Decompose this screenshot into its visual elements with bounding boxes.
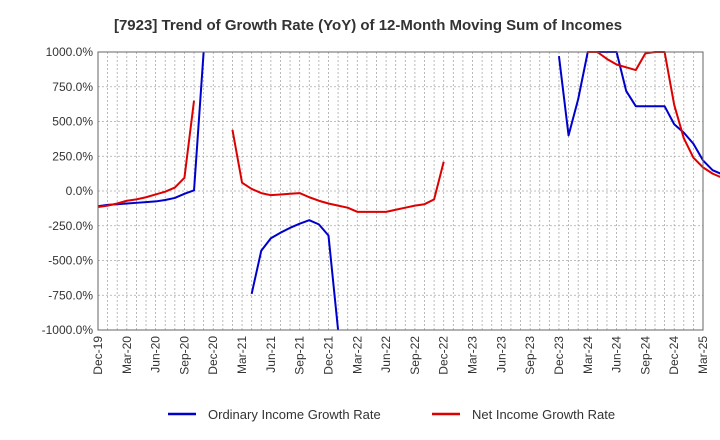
plot-area (98, 52, 703, 330)
x-tick-label: Mar-22 (350, 336, 364, 374)
y-tick-label: 0.0% (66, 184, 94, 198)
legend: Ordinary Income Growth Rate Net Income G… (168, 407, 615, 422)
y-tick-label: -500.0% (48, 254, 93, 268)
y-tick-label: 750.0% (52, 80, 93, 94)
x-tick-label: Mar-25 (696, 336, 710, 374)
legend-label-ordinary-income: Ordinary Income Growth Rate (208, 407, 381, 422)
x-tick-label: Jun-21 (264, 336, 278, 373)
x-tick-label: Sep-20 (177, 336, 191, 375)
chart-title: [7923] Trend of Growth Rate (YoY) of 12-… (114, 17, 622, 34)
y-tick-label: -1000.0% (42, 323, 94, 337)
plot-frame (97, 51, 704, 331)
y-tick-label: 250.0% (52, 149, 93, 163)
x-tick-label: Dec-23 (552, 336, 566, 375)
x-tick-label: Jun-23 (494, 336, 508, 373)
x-tick-label: Sep-22 (408, 336, 422, 375)
x-tick-label: Mar-24 (581, 336, 595, 374)
y-tick-label: 1000.0% (46, 45, 94, 59)
x-tick-label: Sep-21 (293, 336, 307, 375)
y-tick-label: -750.0% (48, 288, 93, 302)
x-tick-label: Jun-22 (379, 336, 393, 373)
x-tick-label: Mar-20 (120, 336, 134, 374)
x-tick-label: Mar-21 (235, 336, 249, 374)
x-tick-label: Dec-24 (667, 336, 681, 375)
x-tick-label: Dec-19 (91, 336, 105, 375)
y-tick-label: -250.0% (48, 219, 93, 233)
x-tick-label: Dec-20 (206, 336, 220, 375)
x-tick-label: Jun-20 (149, 336, 163, 373)
x-tick-label: Dec-21 (321, 336, 335, 375)
legend-label-net-income: Net Income Growth Rate (472, 407, 615, 422)
x-tick-label: Sep-24 (638, 336, 652, 375)
y-axis-labels: 1000.0% 750.0% 500.0% 250.0% 0.0% -250.0% -500… (42, 45, 94, 337)
x-tick-label: Dec-22 (437, 336, 451, 375)
y-tick-label: 500.0% (52, 115, 93, 129)
x-axis-labels: Dec-19 Mar-20 Jun-20 Sep-20 Dec-20 Mar-21 Jun-… (91, 336, 710, 375)
x-tick-label: Mar-23 (466, 336, 480, 374)
x-tick-label: Sep-23 (523, 336, 537, 375)
x-tick-label: Jun-24 (610, 336, 624, 373)
